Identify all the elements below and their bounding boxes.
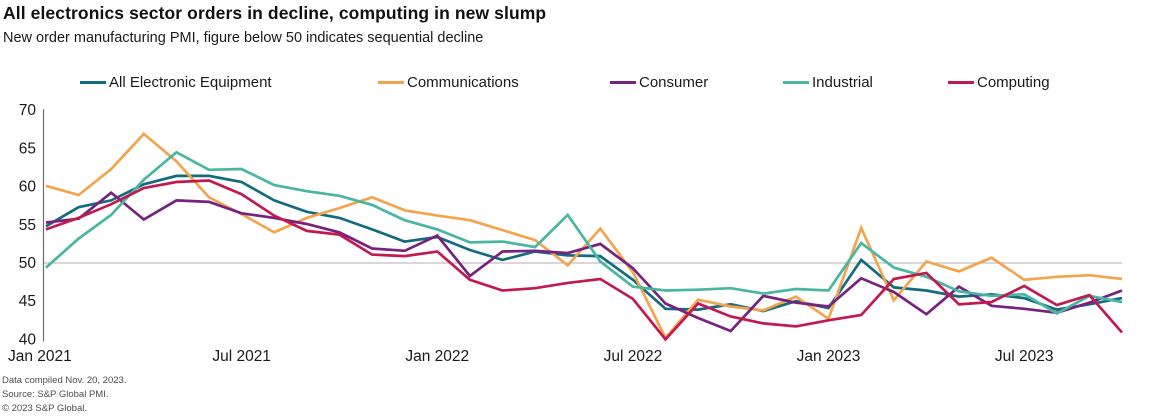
legend-item-all-electronic-equipment: All Electronic Equipment (80, 73, 272, 91)
footer-compiled-note: Data compiled Nov. 20, 2023. (2, 375, 127, 386)
series-line-computing (45, 179, 1124, 342)
y-tick-label-65: 65 (19, 140, 36, 157)
legend-swatch-consumer (610, 80, 636, 84)
legend-label-consumer: Consumer (639, 73, 709, 91)
legend-label-computing: Computing (977, 73, 1050, 91)
legend-item-consumer: Consumer (610, 73, 708, 91)
series-line-all-electronic-equipment (45, 174, 1123, 313)
legend-swatch-communications (378, 80, 404, 84)
x-tick-label-jan-2021: Jan 2021 (8, 348, 72, 365)
footer-copyright-note: © 2023 S&P Global. (2, 403, 87, 415)
legend-item-computing: Computing (948, 73, 1050, 91)
y-tick-label-70: 70 (19, 102, 37, 119)
x-tick-label-jul-2021: Jul 2021 (212, 348, 271, 365)
legend-label-all-electronic-equipment: All Electronic Equipment (109, 73, 272, 91)
y-tick-label-40: 40 (19, 331, 37, 348)
footer-source-note: Source: S&P Global PMI. (2, 389, 109, 401)
chart-subtitle: New order manufacturing PMI, figure belo… (3, 30, 484, 46)
chart-title: All electronics sector orders in decline… (3, 3, 547, 23)
y-tick-label-50: 50 (19, 255, 37, 272)
legend-item-communications: Communications (378, 73, 519, 91)
legend-swatch-all-electronic-equipment (80, 80, 106, 84)
legend: All Electronic Equipment Communications Co… (0, 73, 1161, 93)
y-tick-label-60: 60 (19, 179, 37, 196)
legend-swatch-computing (948, 80, 974, 84)
footer: Data compiled Nov. 20, 2023. Source: S&P… (2, 374, 126, 417)
x-tick-label-jan-2022: Jan 2022 (405, 348, 469, 365)
legend-label-communications: Communications (407, 73, 519, 91)
x-tick-label-jul-2023: Jul 2023 (995, 348, 1054, 365)
y-tick-label-55: 55 (19, 217, 36, 234)
x-tick-label-jul-2022: Jul 2022 (604, 348, 663, 365)
series-line-industrial (45, 150, 1123, 315)
legend-label-industrial: Industrial (812, 73, 873, 91)
series-line-communications (45, 132, 1123, 341)
legend-item-industrial: Industrial (783, 73, 873, 91)
y-tick-label-45: 45 (19, 293, 36, 310)
series-line-consumer (45, 190, 1123, 333)
x-tick-label-jan-2023: Jan 2023 (797, 348, 861, 365)
legend-swatch-industrial (783, 80, 809, 84)
